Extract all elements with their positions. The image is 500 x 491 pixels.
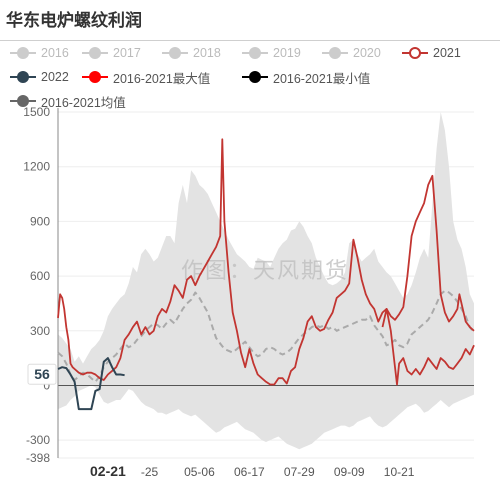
y-tick-label: -300	[26, 433, 50, 447]
last-value-badge-box	[27, 363, 57, 385]
legend-item-2017[interactable]: 2017	[82, 44, 141, 62]
legend-item-2019[interactable]: 2019	[242, 44, 301, 62]
legend-marker-icon	[242, 47, 268, 59]
y-tick-label: 1200	[23, 160, 50, 174]
x-tick-label: 09-09	[334, 465, 365, 479]
y-tick-label: -398	[26, 451, 50, 465]
legend-label: 2019	[273, 46, 301, 60]
legend-marker-icon	[10, 95, 36, 107]
chart-title: 华东电炉螺纹利润	[6, 11, 142, 31]
y-tick-label: 900	[30, 214, 50, 228]
legend-label: 2020	[353, 46, 381, 60]
legend-marker-icon	[82, 71, 108, 83]
legend-marker-icon	[402, 47, 428, 59]
legend-item-2020[interactable]: 2020	[322, 44, 381, 62]
legend: 2016 2017 2018 2019 2020 2021 2022 2016-2021最大值…	[0, 44, 500, 114]
series-2022-line	[57, 357, 125, 411]
y-tick-label: 300	[30, 324, 50, 338]
legend-label: 2022	[41, 70, 69, 84]
y-tick-label: 600	[30, 269, 50, 283]
legend-label: 2018	[193, 46, 221, 60]
series-mean-line	[57, 289, 475, 383]
legend-item-2018[interactable]: 2018	[162, 44, 221, 62]
legend-marker-icon	[242, 71, 268, 83]
legend-item-2016-2021-[interactable]: 2016-2021最小值	[242, 68, 370, 86]
x-tick-label: 05-06	[184, 465, 215, 479]
x-tick-label: 07-29	[284, 465, 315, 479]
legend-marker-icon	[10, 71, 36, 83]
legend-marker-icon	[10, 47, 36, 59]
legend-item-2016-2021-[interactable]: 2016-2021最大值	[82, 68, 210, 86]
legend-item-2016[interactable]: 2016	[10, 44, 69, 62]
legend-item-2022[interactable]: 2022	[10, 68, 69, 86]
series-2021-tail-line	[381, 307, 475, 386]
x-tick-label: -25	[141, 465, 159, 479]
legend-label: 2017	[113, 46, 141, 60]
x-tick-label: 06-17	[234, 465, 265, 479]
legend-label: 2016-2021均值	[41, 95, 126, 110]
title-divider	[0, 40, 500, 41]
y-tick-label: 0	[43, 378, 50, 392]
series-2021-line	[57, 138, 475, 386]
legend-marker-icon	[82, 47, 108, 59]
legend-marker-icon	[322, 47, 348, 59]
range-band	[58, 112, 474, 450]
x-tick-label: 02-21	[90, 463, 126, 479]
legend-label: 2021	[433, 46, 461, 60]
legend-label: 2016	[41, 46, 69, 60]
watermark: 作图：天风期货	[181, 258, 349, 283]
last-value-badge: 56	[34, 366, 50, 382]
legend-item-2021[interactable]: 2021	[402, 44, 461, 62]
x-tick-label: 10-21	[384, 465, 415, 479]
legend-item-2016-2021-[interactable]: 2016-2021均值	[10, 92, 126, 110]
legend-label: 2016-2021最大值	[113, 71, 211, 86]
y-tick-label: 1500	[23, 105, 50, 119]
legend-marker-icon	[162, 47, 188, 59]
legend-label: 2016-2021最小值	[273, 71, 371, 86]
